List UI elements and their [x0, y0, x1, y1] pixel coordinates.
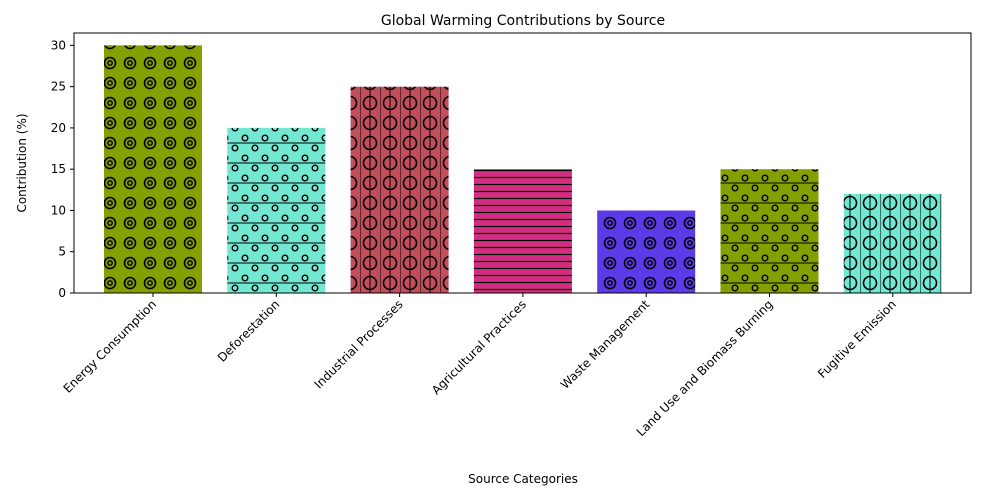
bar-5 — [720, 169, 819, 293]
bar-1 — [227, 127, 326, 294]
x-tick-label: Energy Consumption — [61, 297, 160, 396]
bar-6 — [843, 194, 942, 293]
bars — [104, 45, 942, 294]
y-tick-label: 5 — [58, 245, 66, 259]
y-tick-label: 30 — [51, 38, 66, 52]
y-tick-label: 20 — [51, 121, 66, 135]
chart-title: Global Warming Contributions by Source — [381, 13, 665, 29]
x-tick-label: Fugitive Emission — [815, 297, 899, 381]
bar-3 — [473, 169, 572, 293]
bar-2 — [350, 86, 449, 293]
x-axis-ticks: Energy Consumption Deforestation Industria… — [61, 293, 899, 439]
x-tick-label: Waste Management — [558, 297, 653, 392]
y-axis-ticks: 0 5 10 15 20 25 30 — [51, 38, 74, 300]
y-tick-label: 15 — [51, 162, 66, 176]
x-axis-label: Source Categories — [468, 472, 578, 486]
y-tick-label: 10 — [51, 203, 66, 217]
y-tick-label: 25 — [51, 80, 66, 94]
y-axis-label: Contribution (%) — [15, 113, 29, 212]
x-tick-label: Deforestation — [215, 297, 283, 365]
x-tick-label: Industrial Processes — [311, 297, 405, 391]
x-tick-label: Land Use and Biomass Burning — [634, 297, 776, 439]
bar-0 — [104, 45, 202, 294]
y-tick-label: 0 — [58, 286, 66, 300]
bar-4 — [597, 210, 696, 293]
x-tick-label: Agricultural Practices — [429, 297, 529, 397]
